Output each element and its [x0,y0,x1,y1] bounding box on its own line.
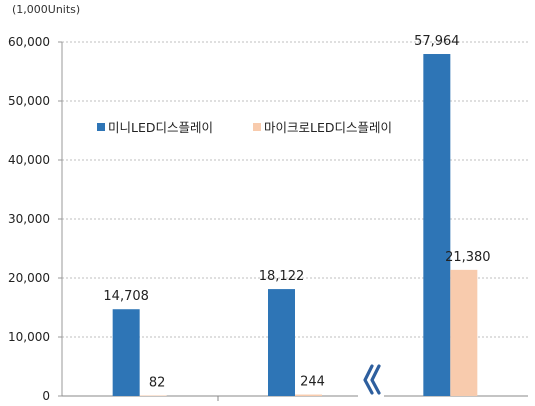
bar-s1-c1 [295,394,322,396]
data-label-s1-c2: 21,380 [445,250,491,265]
legend-label-mini-led: 미니LED디스플레이 [108,120,213,135]
data-label-s1-c0: 82 [149,376,166,391]
y-tick-label: 30,000 [8,212,50,226]
y-axis-ticks: 0 10,000 20,000 30,000 40,000 50,000 60,000 [8,35,62,403]
legend-swatch-mini-led [97,123,105,131]
unit-label: (1,000Units) [12,3,80,16]
data-labels: 14,708 18,122 57,964 82 244 21,380 [103,34,490,391]
bars [112,54,478,397]
data-label-s0-c0: 14,708 [103,289,149,304]
bar-s1-c2 [450,269,478,396]
axis-break-icon [358,364,384,404]
y-tick-label: 10,000 [8,330,50,344]
bar-s0-c0 [112,309,140,396]
y-tick-label: 20,000 [8,271,50,285]
y-tick-label: 0 [42,389,50,403]
data-label-s0-c2: 57,964 [414,34,460,49]
legend-swatch-micro-led [253,123,261,131]
legend-label-micro-led: 마이크로LED디스플레이 [264,120,392,135]
y-tick-label: 50,000 [8,94,50,108]
bar-s0-c2 [423,54,451,397]
bar-s0-c1 [268,289,295,396]
data-label-s1-c1: 244 [300,375,325,390]
y-tick-label: 40,000 [8,153,50,167]
legend: 미니LED디스플레이 마이크로LED디스플레이 [97,120,392,135]
data-label-s0-c1: 18,122 [259,269,305,284]
y-tick-label: 60,000 [8,35,50,49]
